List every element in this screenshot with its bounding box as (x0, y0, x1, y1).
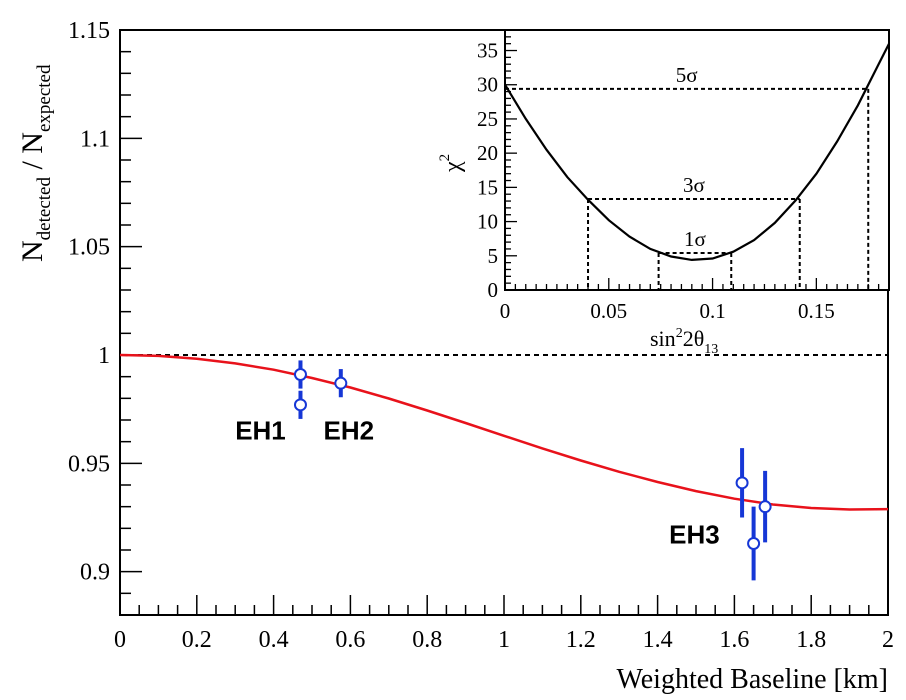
inset-y-tick-label: 30 (477, 73, 498, 97)
x-tick-label: 1.4 (643, 627, 673, 653)
y-tick-label: 0.95 (68, 451, 110, 477)
y-tick-label: 1.1 (80, 126, 110, 152)
inset-y-tick-label: 0 (488, 278, 499, 302)
x-tick-label: 0.4 (259, 627, 289, 653)
main-annotations: EH1 EH2 EH3 (235, 416, 719, 550)
inset-x-tick-label: 0.15 (798, 299, 835, 323)
data-point (293, 368, 307, 381)
main-curve-group (119, 353, 889, 511)
x-tick-label: 0 (114, 627, 126, 653)
inset-x-tick-label: 0.1 (699, 299, 725, 323)
data-point (293, 398, 307, 412)
inset-y-tick-label: 10 (477, 210, 498, 234)
inset-x-tick-label: 0.05 (590, 299, 627, 323)
sigma-label: 3σ (683, 173, 705, 197)
inset-x-tick-label: 0 (500, 299, 511, 323)
x-tick-label: 0.8 (412, 627, 442, 653)
data-point (735, 476, 749, 490)
x-tick-label: 1 (498, 627, 510, 653)
y-tick-label: 0.9 (80, 560, 110, 586)
hall-label: EH3 (669, 520, 720, 550)
x-tick-label: 0.2 (182, 627, 212, 653)
data-point (334, 376, 348, 390)
main-points-group (293, 360, 772, 581)
sigma-label: 1σ (684, 227, 706, 251)
x-tick-label: 1.2 (566, 627, 596, 653)
y-tick-label: 1.15 (68, 18, 110, 44)
main-y-axis-title: Ndetected / Nexpected (16, 64, 55, 262)
inset-y-tick-label: 5 (488, 244, 499, 268)
inset-y-axis-title: χ2 (437, 154, 466, 173)
data-point (758, 500, 772, 514)
inset-sigma-labels: 1σ 3σ 5σ (676, 63, 706, 251)
x-tick-label: 0.6 (335, 627, 365, 653)
inset-y-tick-label: 20 (477, 141, 498, 165)
inset-x-axis-title: sin22θ13 (650, 326, 718, 357)
inset-y-tick-label: 15 (477, 175, 498, 199)
x-tick-label: 1.6 (719, 627, 749, 653)
inset-y-tick-label: 25 (477, 107, 498, 131)
inset-curve-group (504, 43, 890, 262)
x-tick-label: 1.8 (796, 627, 826, 653)
y-tick-label: 1 (98, 343, 110, 369)
main-ticks: 0 0.2 0.4 0.6 0.8 1 1.2 1.4 1.6 1.8 2 0.9 0.95 1 1.05 1… (68, 18, 894, 653)
x-tick-label: 2 (882, 627, 894, 653)
hall-label: EH2 (324, 416, 375, 446)
inset-confidence-lines (505, 87, 870, 290)
hall-label: EH1 (235, 416, 286, 446)
inset-y-tick-label: 35 (477, 39, 498, 63)
main-x-axis-title: Weighted Baseline [km] (617, 664, 888, 695)
oscillation-curve (119, 353, 889, 511)
inset-ticks: 0 0.05 0.1 0.15 0 5 10 15 20 25 30 35 (477, 36, 890, 323)
data-point (747, 537, 761, 550)
sigma-label: 5σ (676, 63, 698, 87)
y-tick-label: 1.05 (68, 235, 110, 261)
chi2-curve (504, 43, 890, 262)
